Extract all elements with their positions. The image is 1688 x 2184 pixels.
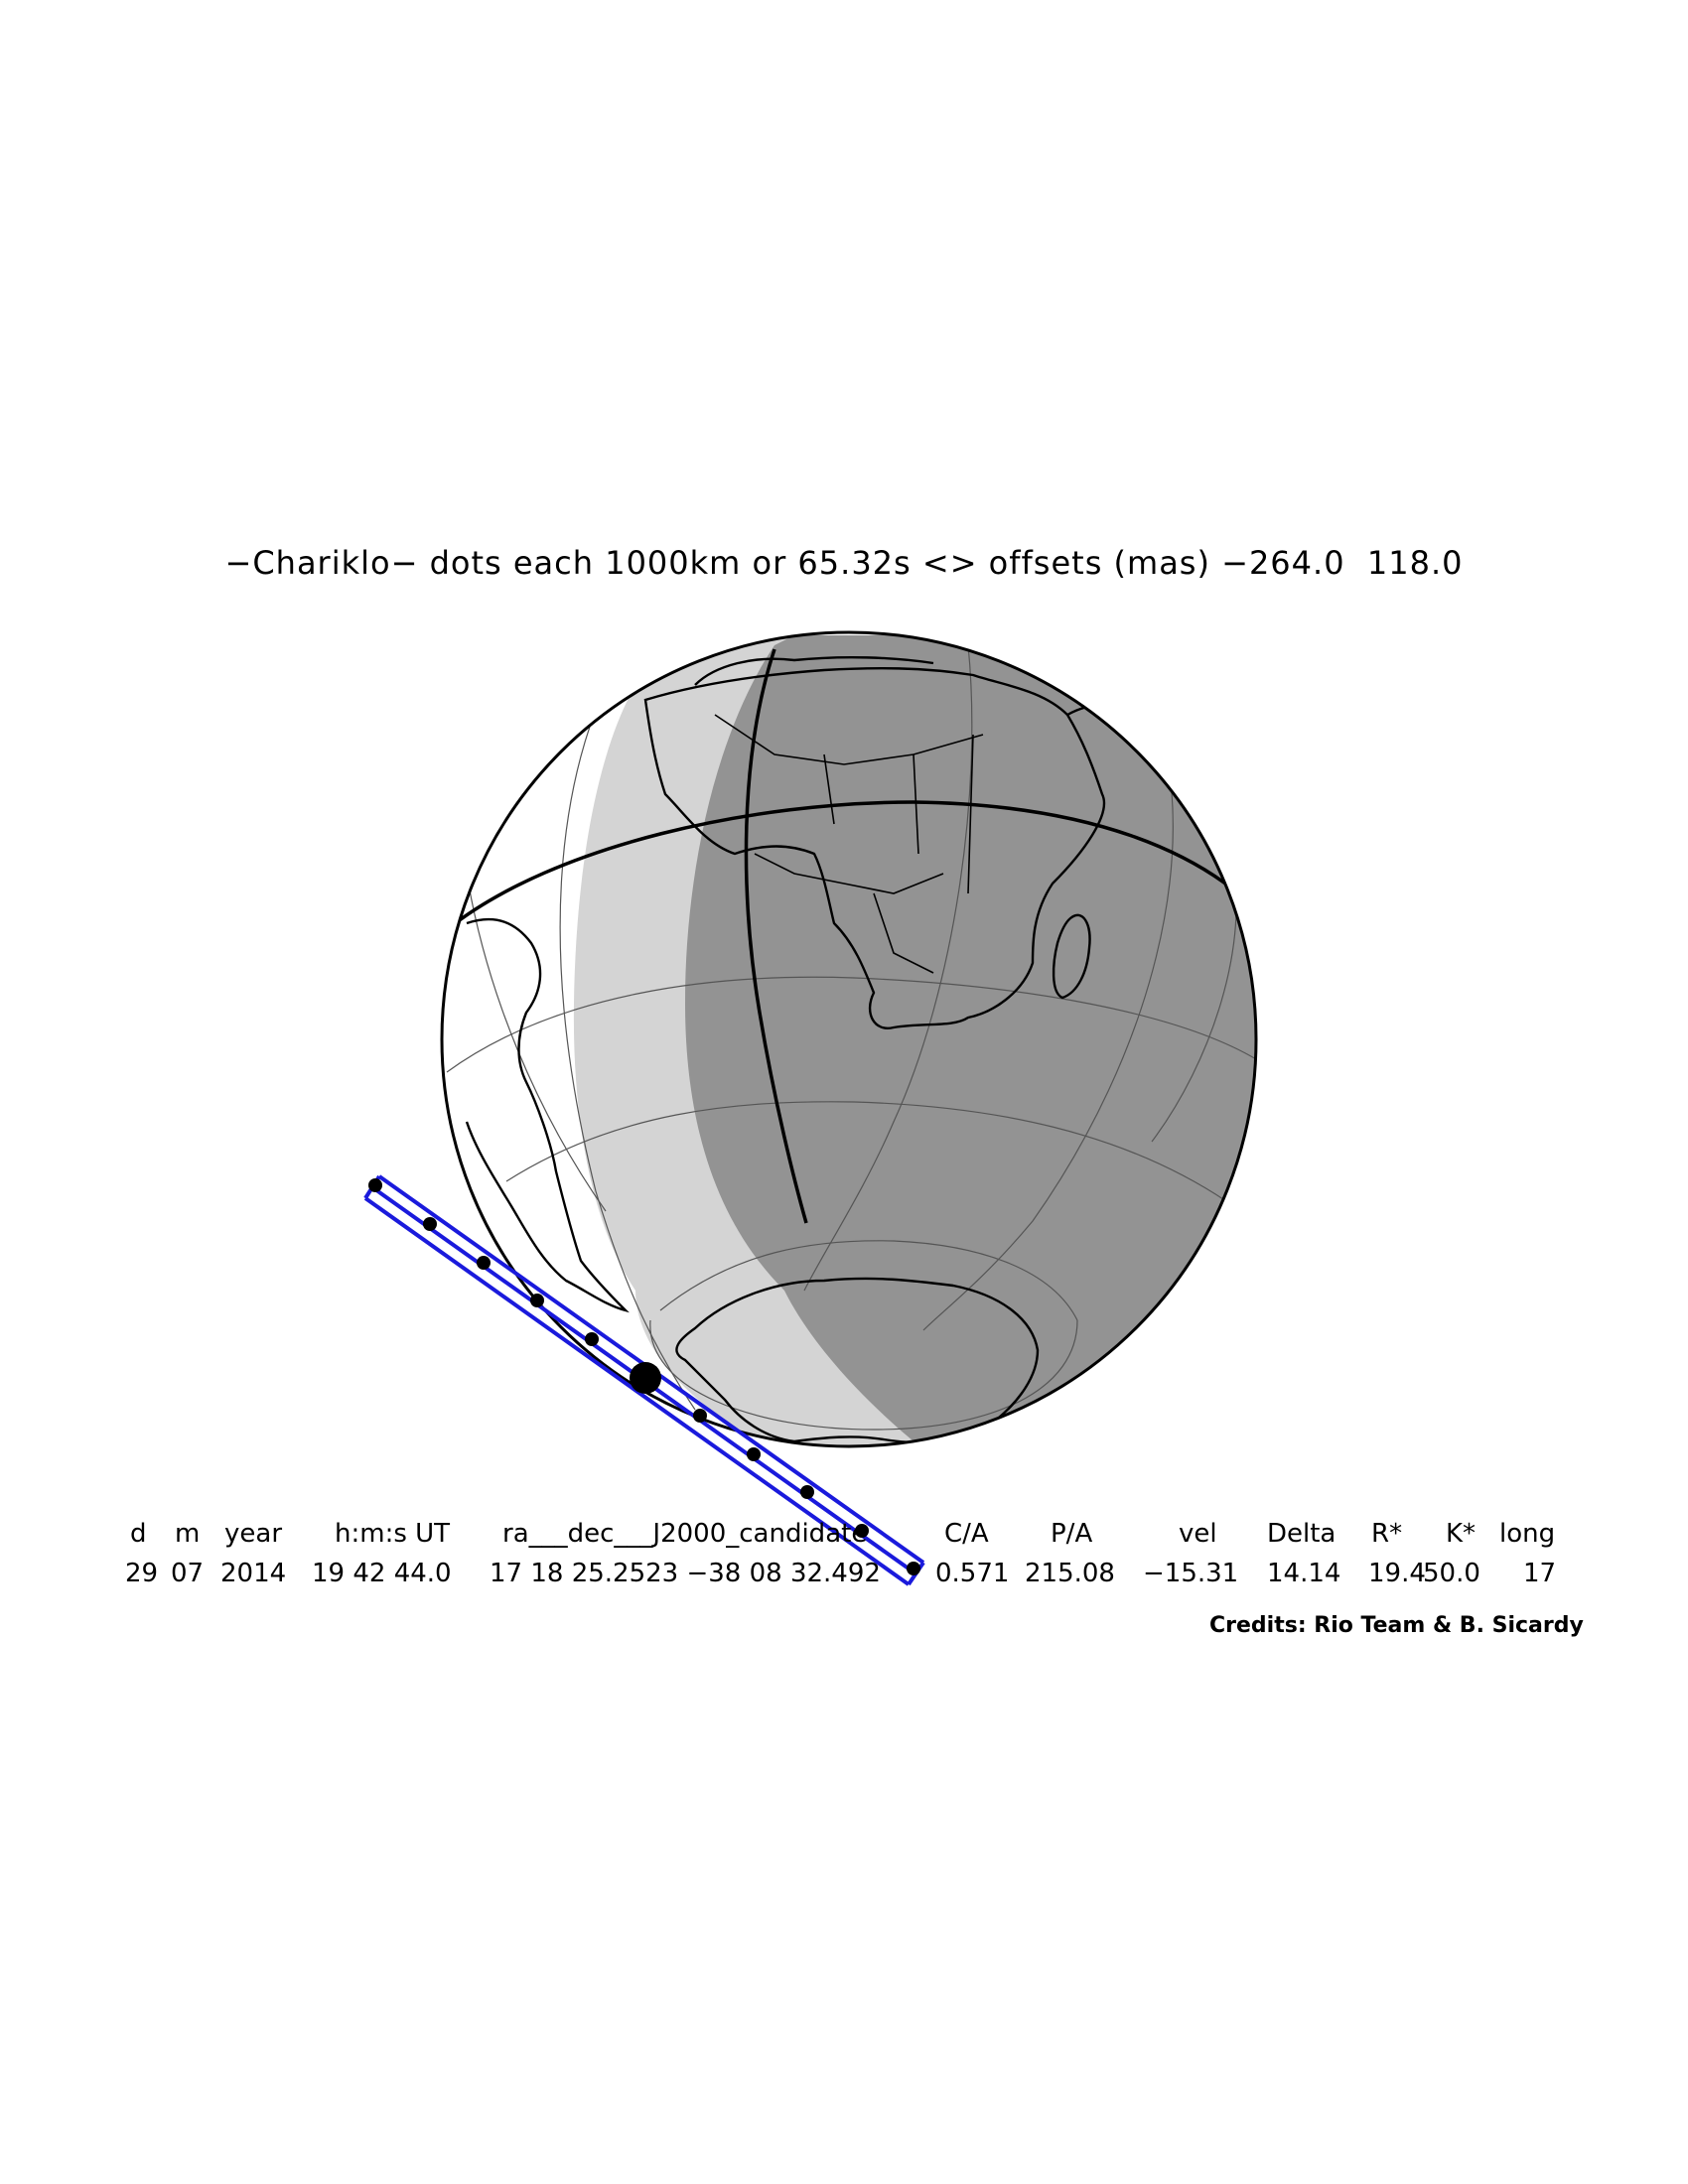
prime-meridian: [744, 648, 808, 1224]
header-rstar: R*: [1371, 1519, 1403, 1549]
header-coords: ra___dec___J2000_candidate: [502, 1519, 868, 1549]
europe-coast: [694, 655, 934, 686]
graticule: [446, 644, 1256, 1431]
globe-outline: [440, 630, 1258, 1448]
plot-title: −Chariklo− dots each 1000km or 65.32s <>…: [224, 544, 1464, 582]
header-kstar: K*: [1446, 1519, 1477, 1549]
header-long: long: [1499, 1519, 1556, 1549]
occultation-path: [363, 1174, 925, 1586]
header-ca: C/A: [944, 1519, 989, 1549]
value-rstar: 19.4: [1368, 1559, 1426, 1588]
closest-approach-dot: [630, 1362, 661, 1394]
value-delta: 14.14: [1267, 1559, 1341, 1588]
occultation-path-dots: [368, 1178, 920, 1575]
madagascar-outline: [1052, 913, 1091, 1000]
credits: Credits: Rio Team & B. Sicardy: [1209, 1613, 1584, 1638]
africa-outline: [643, 666, 1105, 1029]
header-m: m: [175, 1519, 201, 1549]
header-vel: vel: [1179, 1519, 1217, 1549]
value-time: 19 42 44.0: [312, 1559, 452, 1588]
header-pa: P/A: [1051, 1519, 1093, 1549]
header-delta: Delta: [1267, 1519, 1336, 1549]
value-coords: 17 18 25.2523 −38 08 32.492: [490, 1559, 881, 1588]
value-year: 2014: [220, 1559, 287, 1588]
header-time: h:m:s UT: [335, 1519, 451, 1549]
header-d: d: [130, 1519, 147, 1549]
header-year: year: [224, 1519, 283, 1549]
equator: [447, 800, 1256, 940]
value-vel: −15.31: [1143, 1559, 1239, 1588]
value-ca: 0.571: [935, 1559, 1010, 1588]
country-borders: [714, 714, 984, 974]
value-long: 17: [1523, 1559, 1557, 1588]
south-america-outline: [465, 917, 630, 1313]
value-m: 07: [171, 1559, 205, 1588]
value-kstar: 50.0: [1423, 1559, 1480, 1588]
value-d: 29: [125, 1559, 159, 1588]
value-pa: 215.08: [1025, 1559, 1115, 1588]
